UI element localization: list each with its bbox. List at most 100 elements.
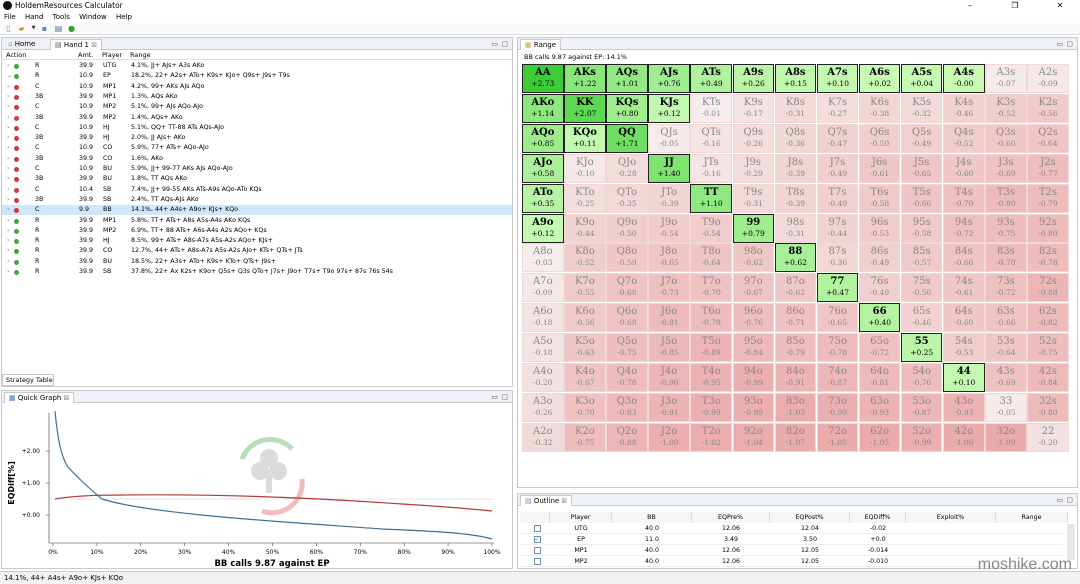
hand-cell[interactable]: 63o -0.93: [858, 392, 901, 422]
hand-cell[interactable]: K3o -0.70: [564, 392, 606, 422]
hand-cell[interactable]: QTo -0.35: [606, 183, 648, 213]
hand-cell[interactable]: J4o -0.90: [648, 363, 690, 392]
hand-cell[interactable]: 64o -0.81: [858, 363, 901, 392]
minimize-graph-icon[interactable]: ▭: [491, 393, 498, 401]
chevron-right-icon[interactable]: ›: [7, 165, 10, 172]
col-range[interactable]: Range: [130, 51, 151, 59]
hand-cell[interactable]: A3o -0.26: [522, 392, 564, 422]
hand-cell[interactable]: J7s -0.49: [816, 153, 859, 183]
export-icon[interactable]: ▤: [54, 24, 63, 33]
hand-cell[interactable]: 99 +0.79: [732, 213, 775, 243]
hand-cell[interactable]: 33 -0.05: [985, 392, 1027, 422]
hand-cell[interactable]: T7s -0.49: [816, 183, 859, 213]
hand-cell[interactable]: QJs -0.05: [648, 123, 690, 153]
minimize-range-icon[interactable]: ▭: [1056, 40, 1063, 48]
hand-cell[interactable]: A8o -0.03: [522, 243, 564, 273]
hand-cell[interactable]: 74s -0.61: [943, 273, 985, 303]
hand-cell[interactable]: 53o -0.87: [900, 392, 943, 422]
hand-cell[interactable]: 83s -0.78: [985, 243, 1027, 273]
hand-cell[interactable]: T7o -0.70: [690, 273, 732, 303]
hand-cell[interactable]: T3o -0.99: [690, 392, 732, 422]
hand-cell[interactable]: 87o -0.62: [774, 273, 817, 303]
action-row[interactable]: › 3B 39.9 HJ 2.0%, JJ AJs+ AKo: [2, 133, 512, 143]
hand-cell[interactable]: J5o -0.85: [648, 333, 690, 363]
hand-cell[interactable]: 65o -0.72: [858, 333, 901, 363]
hand-cell[interactable]: Q7o -0.68: [606, 273, 648, 303]
hand-cell[interactable]: 63s -0.66: [985, 303, 1027, 333]
hand-cell[interactable]: T6o -0.79: [690, 303, 732, 333]
maximize-button[interactable]: ❐: [1011, 1, 1019, 10]
action-row[interactable]: › R 39.9 MP1 5.8%, TT+ ATs+ A8s A5s-A4s AKo …: [2, 216, 512, 226]
hand-cell[interactable]: A5o -0.18: [522, 333, 564, 363]
hand-cell[interactable]: JTo -0.39: [648, 183, 690, 213]
chevron-right-icon[interactable]: ›: [7, 247, 10, 255]
hand-cell[interactable]: Q4o -0.78: [606, 363, 648, 392]
hand-cell[interactable]: K7o -0.55: [564, 273, 606, 303]
hand-cell[interactable]: 32o -1.09: [985, 422, 1027, 452]
hand-cell[interactable]: 86o -0.71: [774, 303, 817, 333]
hand-cell[interactable]: 73o -0.99: [816, 392, 859, 422]
hand-cell[interactable]: JTs -0.16: [690, 153, 732, 183]
hand-cell[interactable]: 77 +0.47: [816, 273, 859, 303]
minimize-panel-icon[interactable]: ▭: [491, 40, 498, 48]
minimize-button[interactable]: –: [968, 1, 972, 10]
hand-cell[interactable]: T2s -0.79: [1027, 183, 1069, 213]
hand-cell[interactable]: T8o -0.64: [690, 243, 732, 273]
open-icon[interactable]: ▰: [18, 24, 25, 33]
hand-cell[interactable]: 85o -0.79: [774, 333, 817, 363]
hand-cell[interactable]: Q9s -0.26: [732, 123, 775, 153]
hand-cell[interactable]: 54s -0.53: [943, 333, 985, 363]
hand-cell[interactable]: K7s -0.27: [816, 93, 859, 123]
hand-cell[interactable]: 92o -1.04: [732, 422, 775, 452]
chevron-right-icon[interactable]: ›: [7, 154, 10, 162]
hand-cell[interactable]: 98s -0.31: [774, 213, 817, 243]
col-player[interactable]: Player: [550, 512, 612, 523]
chevron-right-icon[interactable]: ›: [7, 113, 10, 121]
menu-tools[interactable]: Tools: [52, 13, 70, 21]
hand-cell[interactable]: 97o -0.67: [732, 273, 775, 303]
chevron-right-icon[interactable]: ›: [7, 92, 10, 100]
hand-cell[interactable]: 82s -0.78: [1027, 243, 1069, 273]
hand-cell[interactable]: 43o -0.93: [943, 392, 985, 422]
hand-cell[interactable]: J8o -0.65: [648, 243, 690, 273]
col-player[interactable]: Player: [102, 51, 123, 59]
menu-help[interactable]: Help: [115, 13, 132, 21]
chevron-right-icon[interactable]: ›: [7, 62, 10, 69]
hand-cell[interactable]: KQs +0.80: [606, 93, 648, 123]
chevron-right-icon[interactable]: ›: [7, 175, 10, 183]
col-exploit[interactable]: Exploit%: [906, 512, 996, 523]
action-row[interactable]: › C 10.9 MP1 4.2%, 99+ AKs AJs AQo: [2, 82, 512, 92]
action-row[interactable]: ⌄ R 10.9 EP 18.2%, 22+ A2s+ ATo+ K9s+ KJo+ Q…: [2, 71, 512, 81]
hand-cell[interactable]: 96o -0.76: [732, 303, 775, 333]
hand-cell[interactable]: T3s -0.80: [985, 183, 1027, 213]
hand-cell[interactable]: J6o -0.81: [648, 303, 690, 333]
hand-cell[interactable]: AJo +0.58: [522, 153, 564, 183]
hand-cell[interactable]: AA +2.73: [522, 64, 564, 93]
hand-cell[interactable]: J8s -0.39: [774, 153, 817, 183]
hand-cell[interactable]: Q6o -0.68: [606, 303, 648, 333]
action-row[interactable]: › C 10.9 CO 5.9%, 77+ ATs+ AQo-AJo: [2, 143, 512, 153]
hand-cell[interactable]: K5o -0.63: [564, 333, 606, 363]
hand-cell[interactable]: AQs +1.01: [606, 64, 648, 93]
hand-cell[interactable]: Q9o -0.50: [606, 213, 648, 243]
hand-cell[interactable]: 94s -0.72: [943, 213, 985, 243]
hand-cell[interactable]: 52o -0.99: [900, 422, 943, 452]
new-icon[interactable]: ▯: [6, 24, 11, 33]
hand-cell[interactable]: A7s +0.10: [816, 64, 859, 93]
hand-cell[interactable]: K9o -0.44: [564, 213, 606, 243]
action-row[interactable]: › R 39.9 BU 18.5%, 22+ A3s+ ATo+ K9s+ KTo+ Q…: [2, 257, 512, 267]
hand-cell[interactable]: QQ +1.71: [606, 123, 648, 153]
action-row[interactable]: › C 10.9 MP2 5.1%, 99+ AJs AQo-AJo: [2, 102, 512, 112]
hand-cell[interactable]: 72o -1.05: [816, 422, 859, 452]
dropdown-icon[interactable]: ▼: [31, 25, 36, 31]
hand-cell[interactable]: 98o -0.62: [732, 243, 775, 273]
hand-cell[interactable]: Q6s -0.50: [858, 123, 901, 153]
chevron-right-icon[interactable]: ›: [7, 257, 10, 265]
maximize-panel-icon[interactable]: ▢: [501, 40, 508, 48]
hand-cell[interactable]: A9o +0.12: [522, 213, 564, 243]
chevron-right-icon[interactable]: ›: [7, 237, 10, 245]
chevron-right-icon[interactable]: ›: [7, 185, 10, 193]
hand-cell[interactable]: 84o -0.91: [774, 363, 817, 392]
tab-quick-graph[interactable]: ▦ Quick Graph ⊠: [4, 392, 75, 403]
hand-cell[interactable]: 82o -1.07: [774, 422, 817, 452]
